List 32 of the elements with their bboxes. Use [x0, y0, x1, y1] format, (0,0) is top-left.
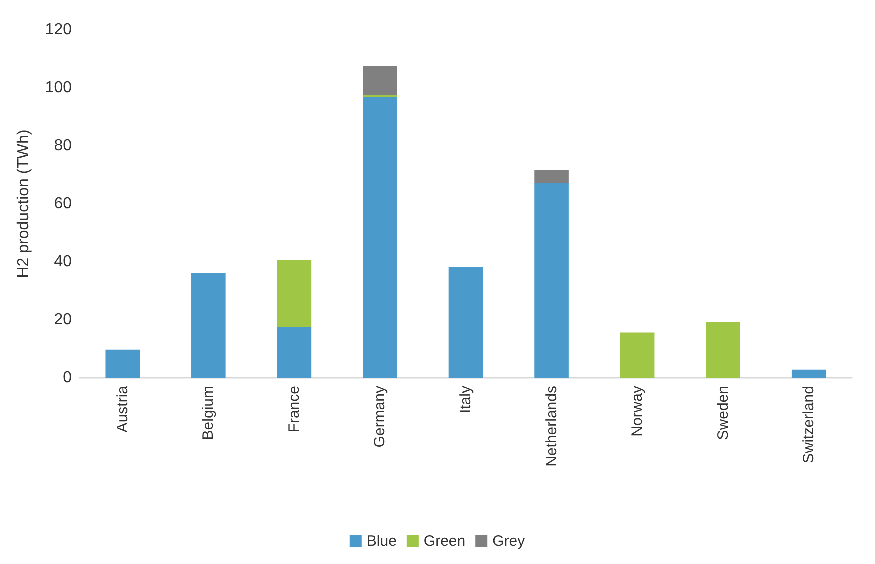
bar: [277, 327, 312, 378]
bar: [792, 370, 826, 378]
x-tick-label: Belgium: [200, 386, 218, 440]
bar: [192, 273, 226, 378]
bar: [534, 170, 569, 184]
y-tick-label: 100: [45, 80, 72, 96]
bar: [106, 350, 140, 378]
x-tick-label: Sweden: [714, 386, 732, 440]
bar: [363, 66, 398, 96]
y-tick-label: 60: [54, 196, 72, 212]
y-tick-label: 0: [63, 370, 72, 386]
bar: [277, 260, 312, 328]
x-tick-label: France: [286, 386, 303, 433]
x-tick-label: Austria: [114, 385, 132, 433]
y-tick-label: 40: [54, 254, 72, 270]
bar: [620, 332, 655, 378]
y-tick-label: 20: [54, 312, 72, 328]
legend-label: Grey: [492, 533, 526, 550]
x-tick-label: Norway: [629, 386, 646, 437]
bar: [534, 183, 569, 378]
x-tick-label: Netherlands: [543, 386, 560, 467]
legend-label: Blue: [366, 533, 397, 550]
bar: [706, 322, 740, 378]
bar: [448, 268, 484, 378]
y-tick-label: 80: [54, 138, 72, 154]
y-axis-title: H2 production (TWh): [16, 130, 32, 278]
x-tick-label: Italy: [458, 386, 474, 414]
x-tick-label: Switzerland: [800, 386, 818, 464]
bar: [363, 97, 398, 378]
y-tick-label: 120: [45, 22, 72, 38]
x-tick-label: Germany: [372, 386, 389, 448]
legend-label: Green: [424, 533, 466, 550]
